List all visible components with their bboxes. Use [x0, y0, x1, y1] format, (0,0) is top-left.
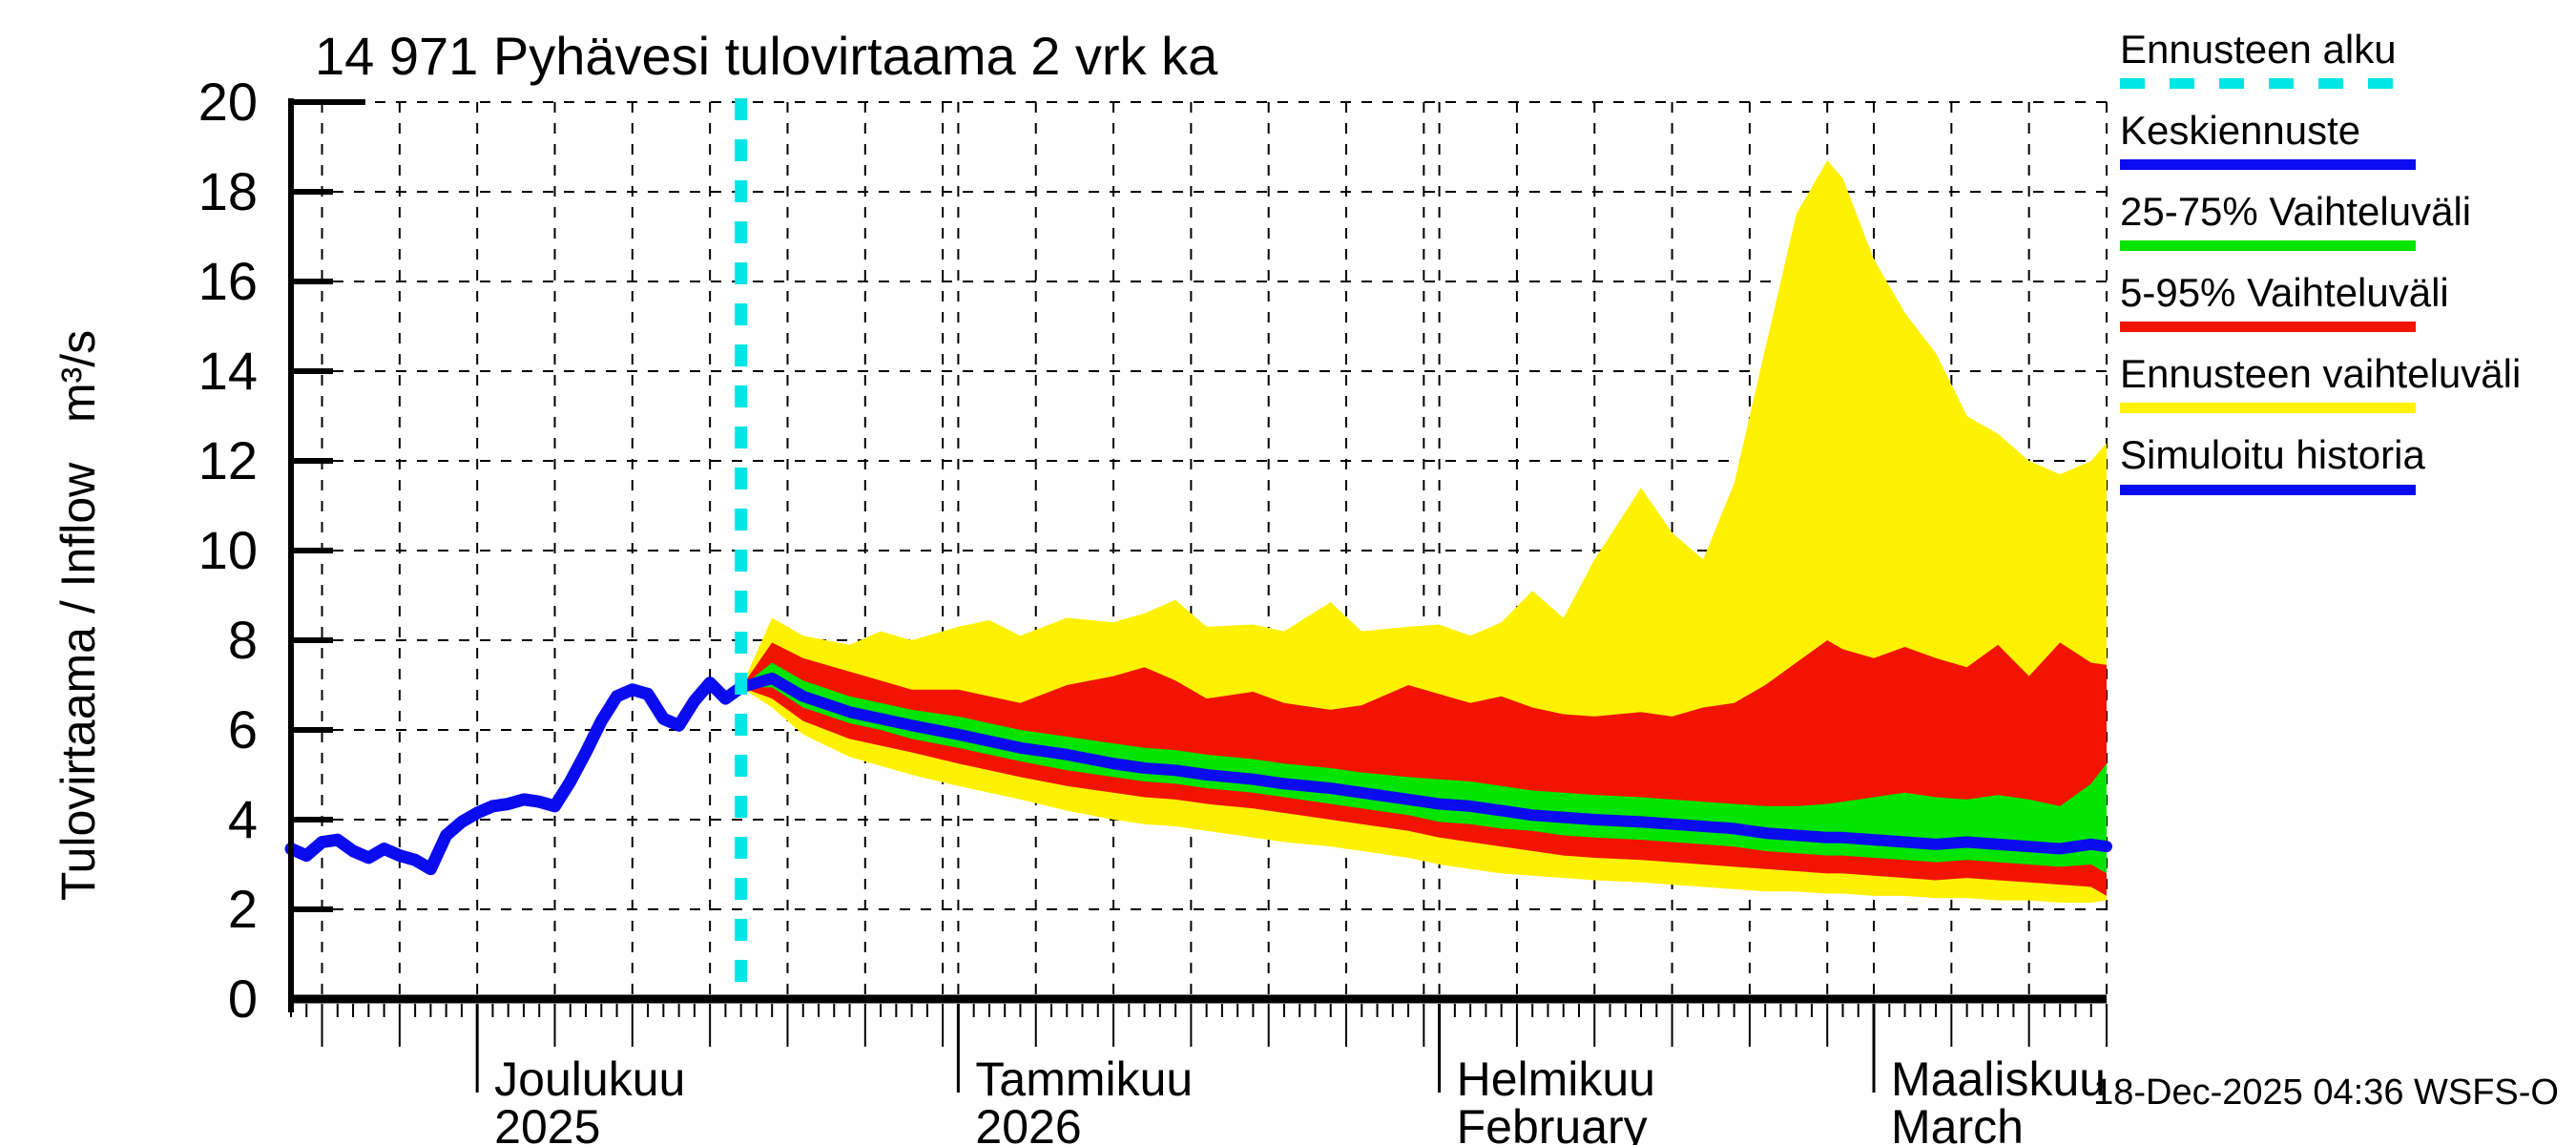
legend-item-2: 25-75% Vaihteluväli: [2120, 189, 2521, 252]
y-tick-label: 10: [198, 520, 258, 580]
legend-item-4: Ennusteen vaihteluväli: [2120, 351, 2522, 414]
legend-label: 25-75% Vaihteluväli: [2120, 189, 2472, 235]
timestamp: 18-Dec-2025 04:36 WSFS-O: [2093, 1072, 2559, 1113]
legend-item-1: Keskiennuste: [2120, 108, 2521, 171]
y-tick-label: 0: [228, 968, 258, 1029]
median-forecast-line: [735, 672, 2112, 855]
legend-label: Simuloitu historia: [2120, 432, 2425, 478]
month-year-label: February: [1457, 1100, 1648, 1145]
month-label: Joulukuu: [494, 1052, 685, 1106]
y-tick-label: 2: [228, 879, 258, 939]
month-year-label: 2025: [494, 1100, 600, 1145]
legend-label: Keskiennuste: [2120, 108, 2361, 154]
month-year-label: 2026: [975, 1100, 1081, 1145]
legend-label: Ennusteen alku: [2120, 27, 2397, 72]
band-25-75: [740, 662, 2107, 874]
legend-item-0: Ennusteen alku: [2120, 27, 2521, 90]
legend-item-5: Simuloitu historia: [2120, 432, 2521, 495]
legend-swatch-line: [2120, 322, 2416, 333]
month-label: Tammikuu: [975, 1052, 1193, 1106]
y-tick-label: 14: [198, 341, 258, 401]
legend-swatch-line: [2120, 159, 2416, 171]
y-tick-label: 12: [198, 430, 258, 490]
y-tick-label: 4: [228, 789, 258, 849]
legend-label: Ennusteen vaihteluväli: [2120, 351, 2522, 397]
legend-item-3: 5-95% Vaihteluväli: [2120, 270, 2521, 333]
y-tick-label: 18: [198, 161, 258, 221]
month-year-label: March: [1891, 1100, 2024, 1145]
chart-title: 14 971 Pyhävesi tulovirtaama 2 vrk ka: [315, 26, 1218, 86]
legend-swatch-line: [2120, 240, 2416, 252]
month-label: Maaliskuu: [1891, 1052, 2106, 1106]
legend-swatch-line: [2120, 484, 2416, 495]
legend-swatch-line: [2120, 403, 2416, 414]
legend: Ennusteen alku Keskiennuste 25-75% Vaihtel…: [2120, 27, 2522, 516]
y-tick-label: 20: [198, 72, 258, 132]
y-tick-label: 6: [228, 699, 258, 760]
y-tick-label: 16: [198, 251, 258, 311]
history-line: [284, 677, 748, 876]
y-tick-label: 8: [228, 610, 258, 670]
legend-label: 5-95% Vaihteluväli: [2120, 270, 2449, 316]
legend-swatch-dashed-line: [2120, 78, 2416, 90]
month-label: Helmikuu: [1457, 1052, 1655, 1106]
